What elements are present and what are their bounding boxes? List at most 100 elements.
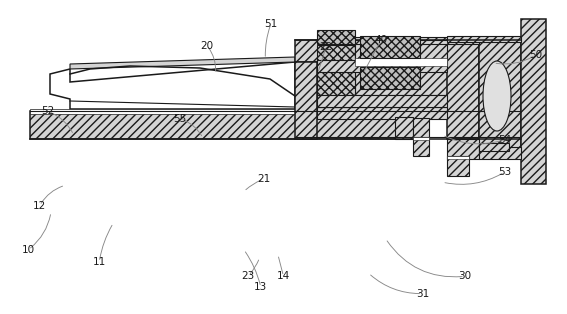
Text: 31: 31 [416,289,429,299]
Circle shape [504,48,508,52]
Circle shape [504,80,508,84]
Bar [521,19,546,184]
Polygon shape [50,62,295,109]
Circle shape [504,128,508,132]
Bar [30,109,410,114]
Circle shape [488,104,492,108]
Text: 50: 50 [529,50,543,60]
Circle shape [512,80,516,84]
Circle shape [496,112,500,116]
Ellipse shape [483,61,511,131]
Circle shape [480,120,484,124]
Circle shape [512,128,516,132]
Circle shape [496,88,500,92]
Circle shape [488,72,492,76]
Bar [355,37,447,95]
Circle shape [504,144,508,148]
Bar [317,107,447,119]
Circle shape [512,48,516,52]
Circle shape [480,112,484,116]
Circle shape [496,104,500,108]
Circle shape [496,136,500,140]
Bar [447,36,521,42]
Circle shape [512,112,516,116]
Circle shape [504,96,508,100]
Circle shape [496,144,500,148]
Bar [355,40,479,44]
Text: 20: 20 [200,41,214,51]
Circle shape [512,56,516,60]
Text: 30: 30 [458,271,472,281]
Circle shape [512,144,516,148]
Bar [355,40,447,60]
Circle shape [504,88,508,92]
Circle shape [488,48,492,52]
Circle shape [488,112,492,116]
Text: 13: 13 [254,282,268,292]
Bar [295,62,317,139]
Bar [360,67,420,89]
Bar [295,40,450,62]
Text: 53: 53 [498,167,511,177]
Circle shape [512,88,516,92]
Circle shape [480,56,484,60]
Text: 51: 51 [264,19,278,29]
Circle shape [480,136,484,140]
Circle shape [488,64,492,68]
Bar [479,40,521,159]
Text: 14: 14 [277,271,290,281]
Circle shape [480,104,484,108]
Text: 52: 52 [41,106,55,116]
Circle shape [496,128,500,132]
Text: 23: 23 [242,271,255,281]
Circle shape [488,56,492,60]
Bar [447,156,469,176]
Circle shape [504,136,508,140]
Bar [30,111,410,139]
Circle shape [504,112,508,116]
Bar [479,147,521,159]
Circle shape [496,56,500,60]
Polygon shape [70,57,295,69]
Circle shape [480,96,484,100]
Bar [479,42,521,149]
Circle shape [480,80,484,84]
Bar [360,36,420,58]
Circle shape [512,64,516,68]
Bar [317,30,355,44]
Circle shape [488,144,492,148]
Circle shape [480,88,484,92]
Circle shape [480,72,484,76]
Circle shape [512,72,516,76]
Text: 54: 54 [498,135,511,145]
Bar [447,156,469,159]
Bar [317,45,355,107]
Bar [413,137,429,140]
Circle shape [504,72,508,76]
Circle shape [496,72,500,76]
Bar [317,60,447,72]
Text: 11: 11 [92,257,106,267]
Circle shape [488,136,492,140]
Text: 40: 40 [374,35,388,45]
Circle shape [512,136,516,140]
Circle shape [512,120,516,124]
Bar [395,117,413,139]
Circle shape [480,144,484,148]
Text: 22: 22 [319,42,333,52]
Bar [447,40,479,139]
Circle shape [504,104,508,108]
Circle shape [504,56,508,60]
Circle shape [480,128,484,132]
Bar [479,143,509,151]
Circle shape [496,96,500,100]
Circle shape [488,128,492,132]
Circle shape [496,48,500,52]
Circle shape [512,96,516,100]
Circle shape [480,64,484,68]
Bar [447,139,479,159]
Circle shape [496,120,500,124]
Circle shape [488,80,492,84]
Circle shape [496,64,500,68]
Bar [317,95,447,107]
